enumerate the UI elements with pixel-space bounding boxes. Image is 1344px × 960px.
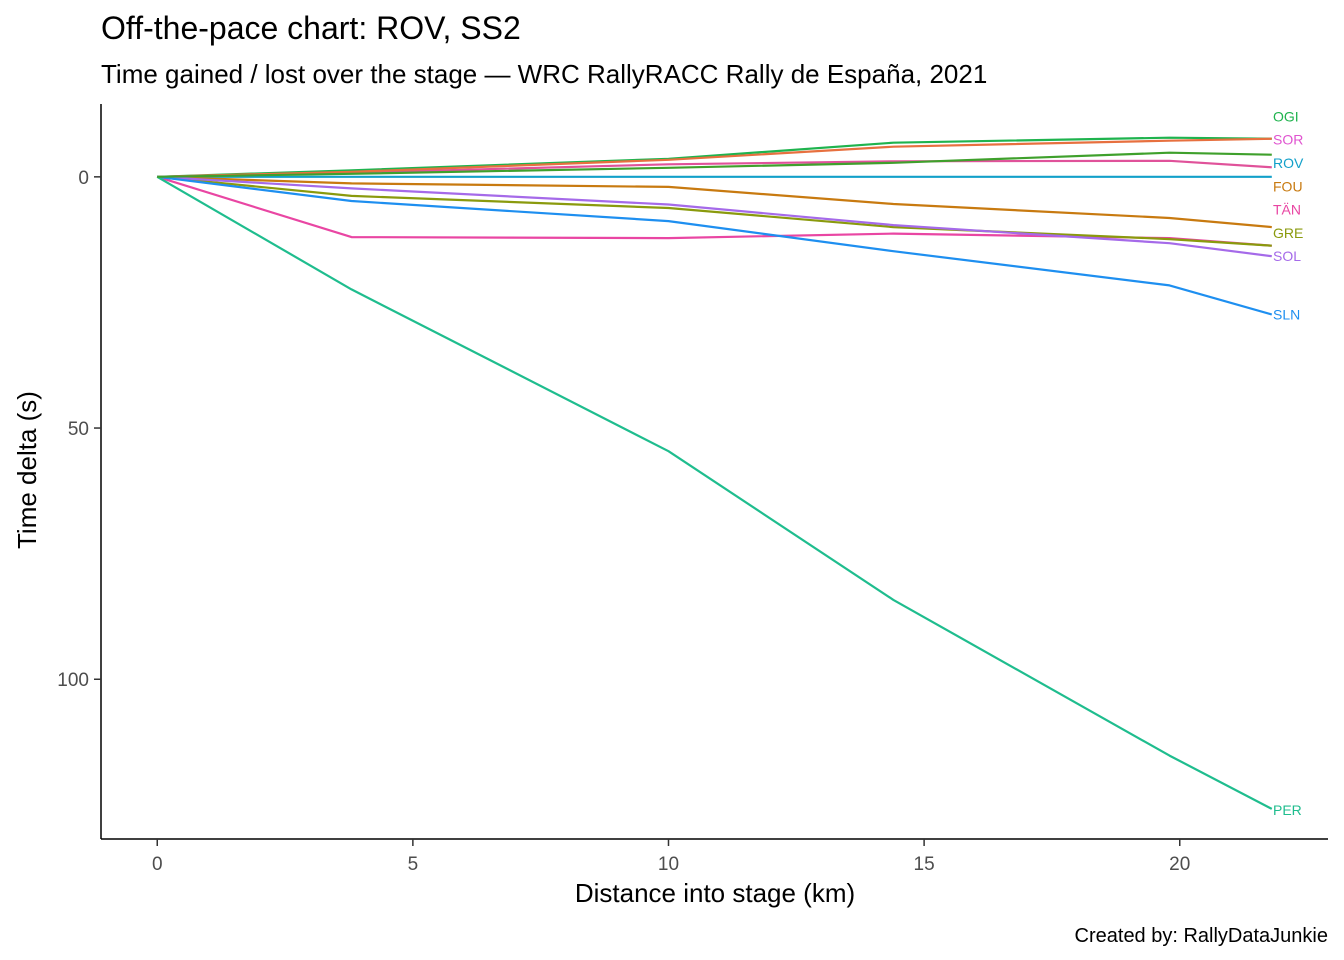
- end-label-0: OGI: [1273, 109, 1299, 125]
- x-axis-ticks: 0 5 10 15 20: [152, 839, 1190, 875]
- end-label-1: SOR: [1273, 132, 1303, 148]
- x-tick-label: 5: [408, 854, 419, 875]
- series-line-sor-2: [157, 137, 1272, 178]
- end-label-3: FOU: [1273, 178, 1303, 194]
- series-line-gre-6: [157, 175, 1272, 247]
- end-label-5: GRE: [1273, 225, 1303, 241]
- series-line-sol-7: [157, 175, 1272, 258]
- end-label-8: PER: [1273, 802, 1302, 818]
- x-tick-label: 20: [1169, 854, 1190, 875]
- chart-caption: Created by: RallyDataJunkie: [1075, 925, 1328, 947]
- y-tick-label: 0: [78, 168, 89, 189]
- y-axis-title: Time delta (s): [12, 391, 42, 549]
- series-line-unlabeled-10: [157, 151, 1272, 178]
- x-tick-label: 10: [658, 854, 679, 875]
- y-tick-label: 50: [68, 419, 89, 440]
- x-tick-label: 15: [914, 854, 935, 875]
- chart-subtitle: Time gained / lost over the stage — WRC …: [101, 59, 987, 89]
- end-label-7: SLN: [1273, 307, 1300, 323]
- series-line-fou-4: [157, 175, 1272, 229]
- series-end-labels: OGI SOR ROV FOU TÄN GRE SOL SLN PER: [1273, 109, 1304, 818]
- chart-title: Off-the-pace chart: ROV, SS2: [101, 10, 521, 46]
- end-label-6: SOL: [1273, 248, 1301, 264]
- y-tick-label: 100: [57, 670, 89, 691]
- series-line-per-9: [156, 175, 1273, 810]
- series-line-ogi-0: [157, 136, 1272, 178]
- end-label-4: TÄN: [1273, 202, 1301, 218]
- x-axis-title: Distance into stage (km): [575, 878, 855, 908]
- x-tick-label: 0: [152, 854, 163, 875]
- series-line-sln-8: [157, 175, 1273, 316]
- series-lines: [156, 136, 1273, 810]
- y-axis-ticks: 0 50 100: [57, 168, 101, 691]
- end-label-2: ROV: [1273, 155, 1304, 171]
